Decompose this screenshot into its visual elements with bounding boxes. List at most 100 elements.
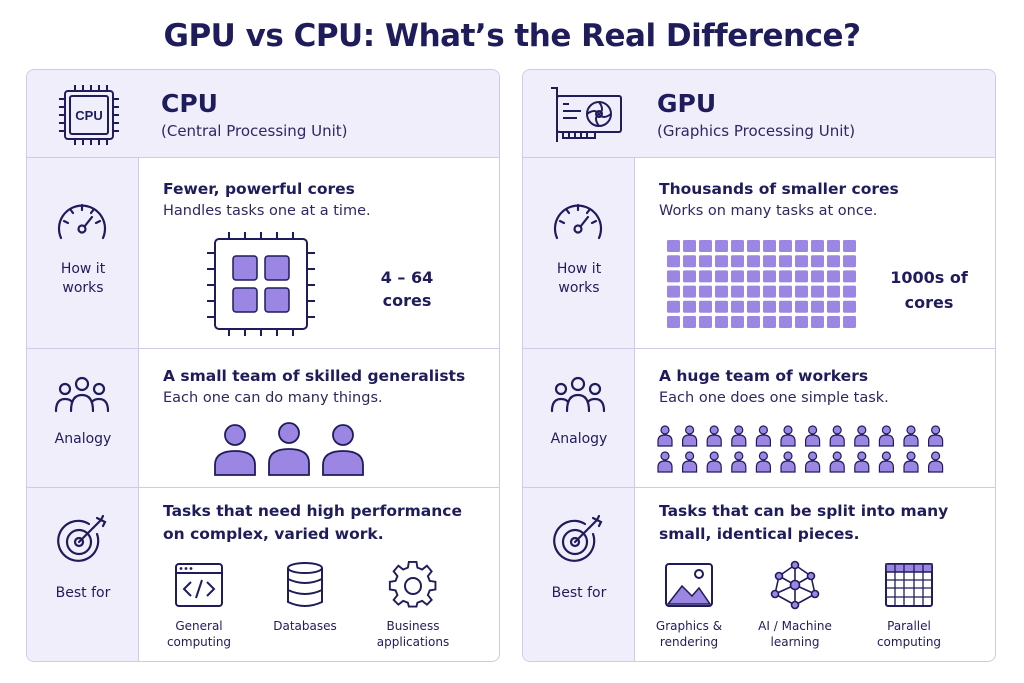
gpu-core-square	[811, 285, 824, 298]
gpu-use-label: Graphics &	[655, 619, 723, 633]
gpu-how-sub: Works on many tasks at once.	[659, 203, 878, 219]
gpu-core-square	[747, 300, 760, 313]
gear-icon	[388, 560, 437, 608]
gpu-core-square	[731, 240, 744, 252]
gpu-core-square	[779, 255, 792, 268]
worker-figure-icon	[706, 451, 722, 473]
gpu-core-square	[683, 300, 696, 313]
gpu-core-square	[827, 270, 840, 283]
cpu-full-name: (Central Processing Unit)	[161, 122, 348, 140]
worker-figure-icon	[829, 451, 845, 473]
gpu-core-square	[779, 300, 792, 313]
speedometer-icon	[553, 203, 603, 240]
worker-figure-icon	[755, 451, 771, 473]
gpu-core-square	[843, 285, 856, 298]
gpu-core-square	[667, 255, 680, 268]
gpu-name: GPU	[657, 89, 717, 118]
gpu-use-ai: AI / Machine learning	[745, 560, 845, 650]
gpu-analogy-heading: A huge team of workers	[659, 367, 869, 385]
generalists-icon	[214, 422, 364, 476]
gpu-core-square	[763, 316, 776, 328]
cpu-use-label: computing	[166, 635, 232, 649]
gpu-core-square	[779, 316, 792, 328]
gpu-core-square	[667, 300, 680, 313]
worker-figure-icon	[928, 425, 944, 447]
cpu-use-label: Business	[386, 619, 440, 633]
gpu-core-square	[747, 316, 760, 328]
gpu-core-square	[667, 316, 680, 328]
gpu-cores-unit: cores	[904, 293, 954, 312]
gpu-core-square	[667, 285, 680, 298]
gpu-core-square	[683, 240, 696, 252]
worker-figure-icon	[657, 425, 673, 447]
gpu-core-square	[667, 240, 680, 252]
gpu-analogy-row: Analogy A huge team of workers Each one …	[523, 349, 995, 488]
gpu-core-square	[747, 240, 760, 252]
cpu-panel: CPU CPU (Central Processing Unit) How it	[26, 69, 500, 662]
cpu-best-row: Best for Tasks that need high performanc…	[27, 488, 499, 661]
gpu-analogy-label: Analogy	[550, 431, 608, 447]
gpu-use-label: computing	[876, 635, 942, 649]
gpu-core-square	[747, 285, 760, 298]
gpu-core-square	[699, 240, 712, 252]
gpu-core-square	[715, 255, 728, 268]
gpu-core-square	[699, 316, 712, 328]
cpu-use-general-computing: General computing	[149, 560, 249, 650]
cpu-best-heading-1: Tasks that need high performance	[163, 502, 462, 520]
gpu-core-square	[827, 316, 840, 328]
cpu-best-label: Best for	[55, 585, 111, 601]
grid-icon	[885, 563, 933, 607]
team-icon	[550, 376, 606, 413]
worker-figure-icon	[731, 451, 747, 473]
gpu-core-square	[795, 240, 808, 252]
worker-figure-icon	[805, 451, 821, 473]
cpu-analogy-label: Analogy	[54, 431, 112, 447]
cpu-how-label-2: works	[62, 280, 104, 296]
gpu-use-label: learning	[770, 635, 820, 649]
gpu-core-square	[699, 285, 712, 298]
gpu-core-square	[779, 270, 792, 283]
gpu-how-label-1: How it	[556, 261, 602, 277]
gpu-use-label: Parallel	[887, 619, 931, 633]
gpu-core-square	[747, 270, 760, 283]
cpu-best-heading-2: on complex, varied work.	[163, 525, 384, 543]
gpu-core-square	[795, 285, 808, 298]
gpu-best-heading-2: small, identical pieces.	[659, 525, 860, 543]
image-icon	[665, 563, 713, 607]
gpu-core-square	[715, 316, 728, 328]
cpu-how-row: How it works Fewer, powerful cores Handl…	[27, 158, 499, 349]
gpu-core-square	[683, 270, 696, 283]
gpu-core-square	[715, 300, 728, 313]
gpu-core-square	[843, 255, 856, 268]
gpu-core-square	[827, 240, 840, 252]
gpu-how-row: How it works Thousands of smaller cores …	[523, 158, 995, 349]
cpu-analogy-row: Analogy A small team of skilled generali…	[27, 349, 499, 488]
gpu-core-square	[827, 255, 840, 268]
gpu-core-square	[763, 270, 776, 283]
cpu-use-databases: Databases	[255, 560, 355, 634]
gpu-core-square	[731, 300, 744, 313]
gpu-core-square	[811, 270, 824, 283]
gpu-core-square	[843, 316, 856, 328]
gpu-how-heading: Thousands of smaller cores	[659, 180, 899, 198]
cpu-how-label-1: How it	[60, 261, 106, 277]
gpu-core-square	[795, 316, 808, 328]
gpu-core-square	[811, 240, 824, 252]
cpu-how-sub: Handles tasks one at a time.	[163, 203, 371, 219]
graphics-card-icon	[551, 87, 622, 142]
worker-figure-icon	[854, 425, 870, 447]
gpu-use-label: rendering	[659, 635, 719, 649]
gpu-best-heading-1: Tasks that can be split into many	[659, 502, 949, 520]
worker-figure-icon	[682, 451, 698, 473]
gpu-core-square	[683, 255, 696, 268]
cpu-header: CPU CPU (Central Processing Unit)	[27, 70, 499, 158]
gpu-analogy-sub: Each one does one simple task.	[659, 390, 889, 406]
gpu-use-label: AI / Machine	[758, 619, 832, 633]
gpu-best-label: Best for	[551, 585, 607, 601]
cpu-use-label: applications	[376, 635, 450, 649]
worker-figure-icon	[928, 451, 944, 473]
cpu-chip-icon: CPU	[59, 85, 119, 145]
worker-figure-icon	[657, 451, 673, 473]
gpu-core-square	[843, 300, 856, 313]
gpu-cores-grid-icon	[667, 240, 856, 328]
